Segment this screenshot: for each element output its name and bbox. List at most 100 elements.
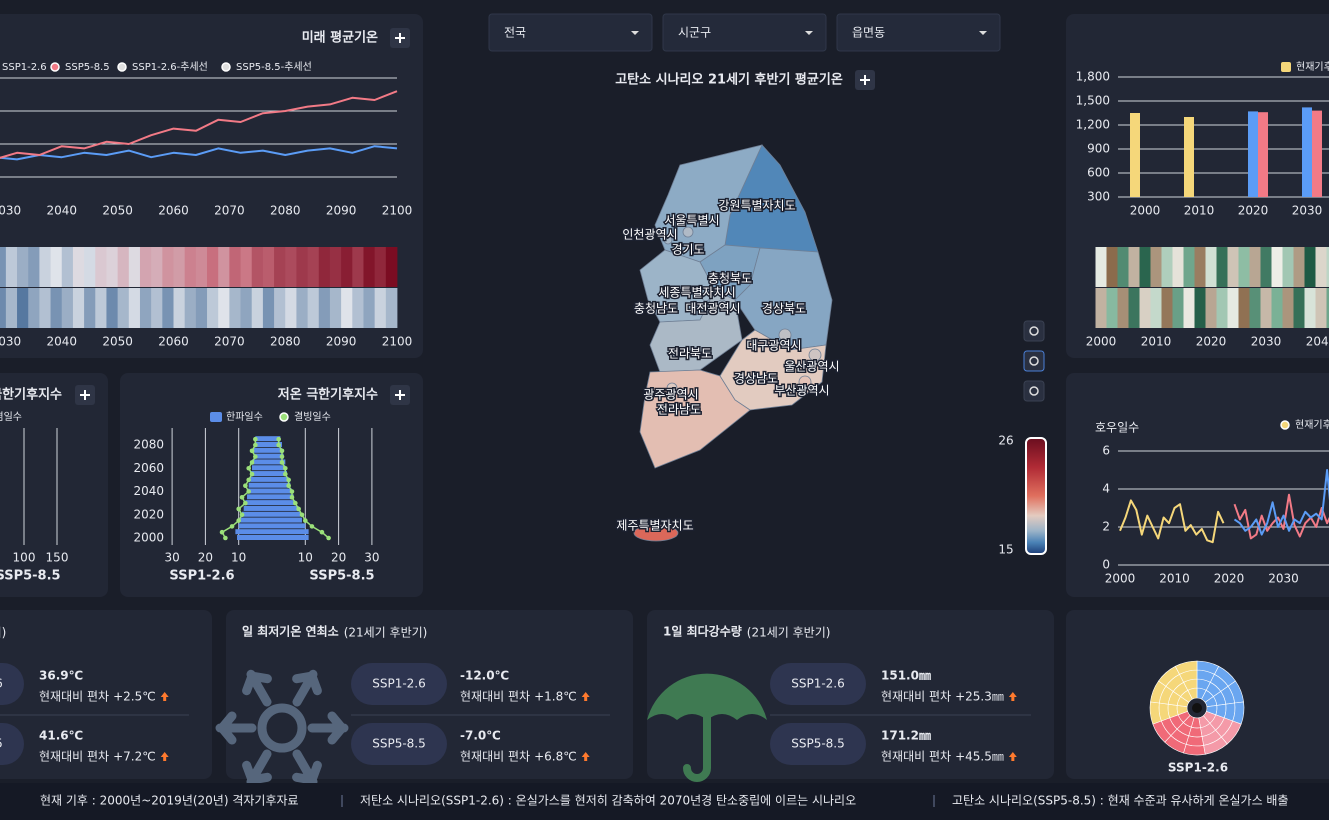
x-tick-label: 2030 — [0, 335, 21, 349]
legend-label: 현재기후 — [1295, 419, 1329, 431]
stripe — [1095, 247, 1107, 287]
legend-marker — [279, 412, 289, 422]
point — [246, 477, 251, 483]
dropdown[interactable] — [662, 13, 827, 52]
bar — [238, 523, 272, 529]
x-tick-label: 2030 — [1268, 572, 1299, 586]
add-button[interactable] — [855, 70, 875, 90]
stripe — [374, 247, 387, 287]
dropdown[interactable] — [488, 13, 653, 52]
stripe — [1227, 288, 1239, 328]
map-label: 경상남도 — [734, 372, 778, 386]
stripe — [1238, 247, 1250, 287]
stripe — [1227, 247, 1239, 287]
bar — [255, 442, 272, 447]
legend-marker — [221, 62, 231, 72]
add-button-icon[interactable] — [80, 390, 90, 400]
add-button[interactable] — [390, 28, 410, 48]
x-tick-label: 2010 — [1141, 335, 1172, 349]
stripe — [363, 247, 376, 287]
stripe — [0, 288, 7, 328]
scenario-pill — [0, 663, 24, 705]
legend-label: SSP1-2.6 — [2, 62, 47, 73]
dropdown-caret — [631, 31, 639, 35]
snowflake-arm — [242, 749, 272, 787]
point — [303, 518, 308, 523]
map-tool-button[interactable] — [1023, 320, 1045, 342]
legend-label: SSP5-8.5 — [65, 62, 110, 73]
bar — [242, 511, 272, 517]
map-tool-button[interactable] — [1023, 350, 1045, 372]
add-button-icon[interactable] — [395, 33, 405, 43]
bar — [272, 511, 301, 517]
stripe — [229, 247, 241, 287]
stripe — [84, 288, 96, 328]
map-label: 세종특별자치시 — [658, 286, 735, 300]
stripe — [229, 288, 241, 328]
add-button[interactable] — [75, 385, 95, 405]
dropdown-label: 읍면동 — [852, 26, 885, 40]
map-label: 대전광역시 — [685, 302, 740, 316]
add-button[interactable] — [390, 385, 410, 405]
legend-marker — [117, 62, 127, 72]
point — [223, 535, 228, 541]
point — [249, 471, 255, 477]
stripe — [251, 288, 264, 328]
stripe — [341, 247, 353, 287]
point — [236, 506, 241, 512]
stripe — [1106, 288, 1118, 328]
scenario-pill — [0, 723, 24, 765]
chart-title: 호우일수 — [1095, 421, 1139, 435]
stripe — [329, 288, 342, 328]
scenario-label: SSP1-2.6 — [169, 569, 234, 584]
add-button-icon[interactable] — [395, 390, 405, 400]
x-tick-label: 2010 — [1184, 204, 1215, 218]
card-subtitle: (21세기 후반기) — [344, 626, 428, 640]
stripe — [1249, 288, 1261, 328]
dropdown[interactable] — [836, 13, 1001, 52]
colorbar — [1025, 437, 1047, 555]
x-tick-label: 2070 — [214, 335, 245, 349]
point — [279, 448, 285, 454]
map-label: 제주특별자치도 — [616, 519, 693, 533]
delta-value: +25.3㎜ — [955, 690, 1004, 704]
stripe — [1161, 288, 1173, 328]
bar — [272, 482, 291, 488]
stripe — [1139, 288, 1151, 328]
bar — [255, 436, 272, 442]
stripe — [1161, 247, 1173, 287]
delta-value: +7.2℃ — [113, 750, 156, 764]
sunburst-label: SSP1-2.6 — [1168, 761, 1228, 775]
stripe — [240, 288, 253, 328]
x-tick-label: 20 — [198, 551, 213, 565]
stripe — [274, 247, 286, 287]
sunburst-segment — [1183, 744, 1206, 756]
stripe — [318, 247, 331, 287]
bar — [272, 471, 287, 477]
panel — [1066, 373, 1329, 597]
map-label: 서울특별시 — [664, 214, 719, 228]
stripe — [173, 288, 186, 328]
stripe — [17, 247, 29, 287]
stripe — [274, 288, 286, 328]
stripe — [285, 247, 297, 287]
y-tick-label: 300 — [1087, 190, 1110, 204]
stripe — [307, 247, 320, 287]
y-tick-label: 900 — [1087, 142, 1110, 156]
stripe — [5, 247, 18, 287]
sunburst-segment — [1174, 660, 1198, 675]
map-tool-button[interactable] — [1023, 380, 1045, 402]
stripe — [1117, 288, 1129, 328]
colorbar-label: 15 — [998, 543, 1013, 557]
x-tick-label: 2020 — [1196, 335, 1227, 349]
bar — [272, 535, 309, 540]
bar — [272, 505, 299, 511]
stripe — [117, 288, 130, 328]
add-button-icon[interactable] — [860, 75, 870, 85]
legend-label: SSP1-2.6-추세선 — [132, 61, 208, 73]
y-tick-label: 2000 — [133, 531, 164, 545]
stripe — [28, 288, 40, 328]
stripe — [1216, 247, 1228, 287]
point — [286, 477, 291, 483]
stripe — [207, 288, 219, 328]
